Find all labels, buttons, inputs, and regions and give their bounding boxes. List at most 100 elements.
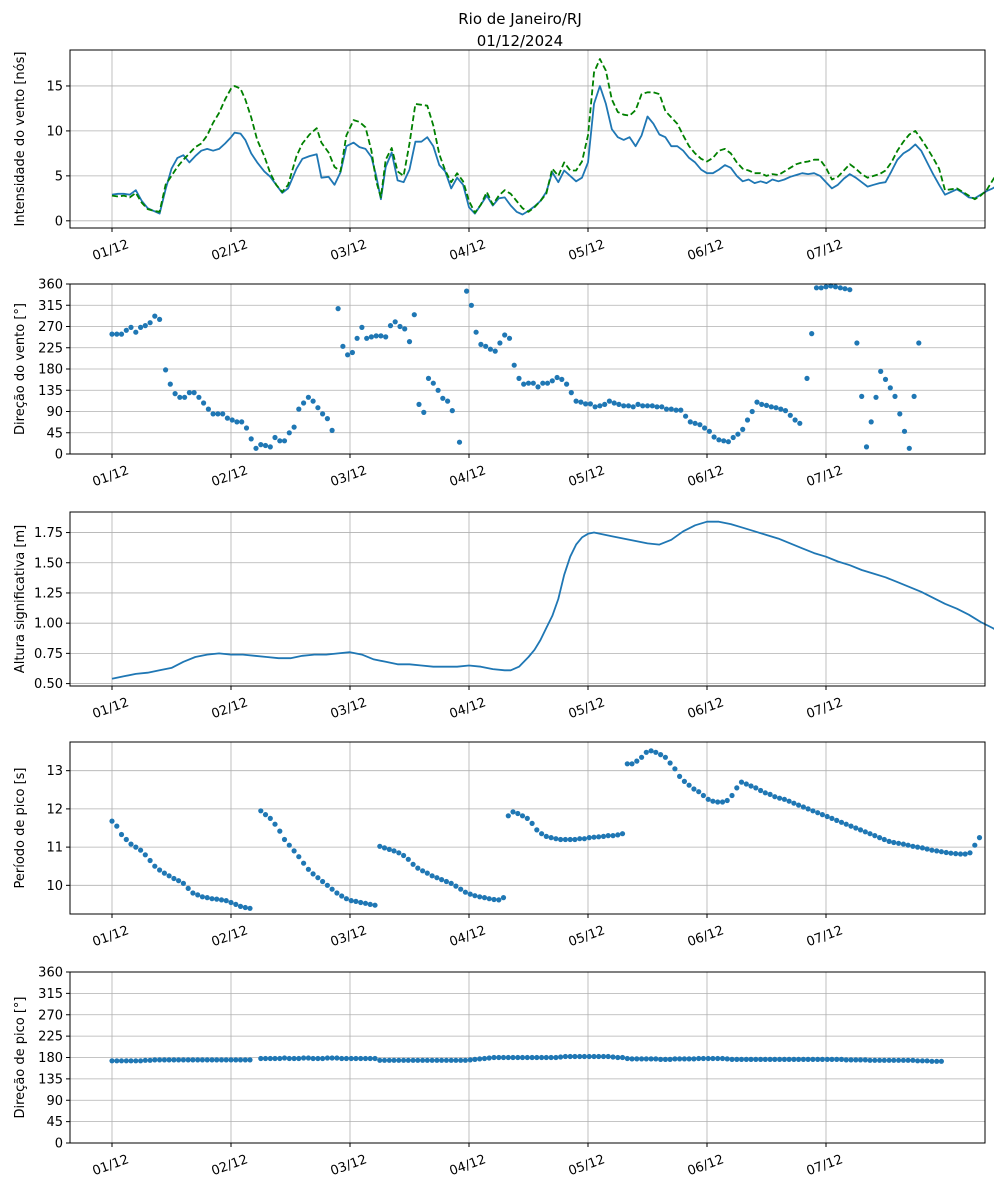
data-point — [529, 820, 535, 827]
data-point — [152, 863, 158, 869]
chart-title-line1: Rio de Janeiro/RJ — [458, 10, 582, 28]
data-point — [621, 403, 627, 409]
data-point — [329, 886, 335, 892]
data-point — [138, 847, 144, 853]
data-point — [648, 748, 654, 754]
data-point — [705, 1055, 711, 1062]
data-point — [630, 404, 636, 410]
data-point — [805, 1056, 811, 1062]
data-point — [123, 836, 129, 843]
data-point — [492, 348, 498, 354]
data-point — [529, 1054, 535, 1061]
data-point — [434, 1057, 440, 1063]
data-point — [114, 1058, 120, 1064]
data-point — [886, 1057, 892, 1063]
data-point — [943, 849, 949, 856]
data-point — [910, 843, 916, 849]
data-point — [448, 880, 454, 887]
data-point — [210, 411, 216, 417]
data-point — [500, 895, 507, 901]
data-point — [700, 792, 707, 799]
data-point — [957, 851, 964, 857]
data-point — [911, 393, 917, 399]
data-point — [176, 1057, 182, 1063]
data-point — [228, 1057, 234, 1063]
data-point — [634, 1056, 640, 1062]
data-point — [291, 1055, 297, 1062]
data-point — [500, 1054, 507, 1061]
data-point — [859, 393, 865, 399]
data-point — [372, 1055, 378, 1062]
data-point — [672, 1056, 678, 1062]
data-point — [324, 416, 330, 422]
data-point — [334, 1055, 340, 1061]
data-point — [335, 306, 341, 312]
data-point — [818, 285, 824, 291]
data-point — [648, 1056, 654, 1062]
data-point — [367, 901, 373, 908]
data-point — [581, 1053, 588, 1060]
data-point — [378, 333, 384, 339]
data-point — [881, 1057, 887, 1063]
y-tick-label: 5 — [55, 169, 63, 184]
y-tick-label: 180 — [38, 363, 63, 378]
data-point — [843, 1057, 849, 1063]
data-point — [267, 1055, 273, 1062]
y-tick-label: 0 — [55, 214, 63, 229]
data-point — [702, 425, 708, 431]
data-point — [615, 832, 621, 838]
data-point — [558, 1054, 564, 1060]
y-tick-label: 15 — [46, 79, 63, 94]
data-point — [762, 790, 768, 796]
data-point — [215, 411, 221, 417]
data-point — [497, 340, 503, 346]
data-point — [781, 796, 788, 802]
y-tick-label: 1.25 — [34, 586, 63, 601]
data-point — [343, 1055, 349, 1062]
data-point — [804, 375, 810, 381]
data-point — [180, 880, 186, 887]
data-point — [405, 1057, 411, 1063]
data-point — [481, 1055, 488, 1062]
data-point — [301, 1055, 307, 1061]
data-point — [502, 332, 508, 338]
data-point — [800, 804, 807, 810]
data-point — [602, 401, 608, 407]
y-axis-label: Intensidade do vento [nós] — [13, 52, 28, 227]
data-point — [458, 886, 464, 892]
data-point — [401, 1057, 407, 1063]
data-point — [329, 427, 335, 433]
data-point — [223, 1057, 229, 1063]
data-point — [653, 749, 659, 755]
data-point — [272, 434, 278, 441]
data-point — [277, 828, 283, 834]
data-point — [525, 380, 532, 386]
data-point — [730, 434, 736, 441]
data-point — [477, 894, 483, 900]
data-point — [161, 870, 167, 876]
data-point — [924, 1058, 930, 1064]
data-point — [834, 1056, 840, 1062]
data-point — [343, 896, 349, 902]
data-point — [567, 836, 573, 843]
data-point — [242, 1057, 248, 1063]
data-point — [281, 438, 288, 444]
data-point — [586, 835, 592, 841]
data-point — [668, 406, 674, 412]
data-point — [524, 1054, 530, 1061]
y-tick-label: 315 — [38, 987, 63, 1002]
data-point — [138, 1058, 144, 1064]
data-point — [473, 329, 479, 335]
data-point — [296, 1055, 302, 1062]
data-point — [562, 1053, 569, 1060]
data-point — [887, 385, 893, 391]
data-point — [548, 835, 554, 841]
data-point — [472, 1056, 478, 1062]
data-point — [725, 439, 732, 445]
data-point — [843, 821, 849, 827]
data-point — [924, 846, 930, 852]
data-point — [196, 394, 202, 400]
data-point — [583, 401, 589, 407]
data-point — [381, 1057, 388, 1063]
